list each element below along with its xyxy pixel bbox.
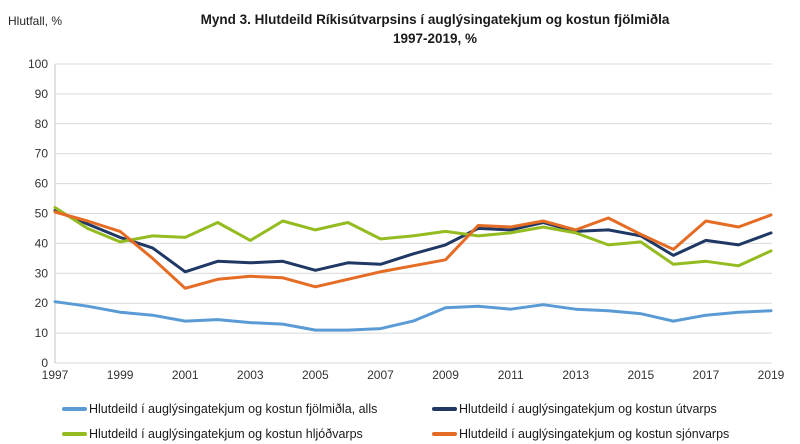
y-tick-label: 40 [35,236,49,250]
x-tick-label: 2007 [367,368,394,382]
y-tick-label: 70 [35,147,49,161]
x-axis-tick-labels: 1997 1999 2001 2003 2005 2007 2009 2011 2013 2015… [42,368,785,382]
x-tick-label: 2017 [693,368,720,382]
legend-swatch-hljodvarps [62,432,87,436]
y-tick-label: 30 [35,266,49,280]
chart-title-line2: 1997-2019, % [392,31,478,46]
series-line-sjonvarps [53,210,773,290]
x-tick-label: 2019 [758,368,785,382]
legend-item-alls: Hlutdeild í auglýsingatekjum og kostun f… [62,399,432,419]
y-tick-label: 0 [41,356,48,370]
y-axis-tick-labels: 0 10 20 30 40 50 60 70 80 90 100 [28,57,48,370]
chart-title-line1: Mynd 3. Hlutdeild Ríkisútvarpsins í augl… [200,12,670,27]
legend-swatch-sjonvarps [432,432,457,436]
legend-label-utvarps: Hlutdeild í auglýsingatekjum og kostun ú… [459,402,717,416]
legend: Hlutdeild í auglýsingatekjum og kostun f… [62,399,788,444]
x-tick-label: 2001 [172,368,199,382]
legend-swatch-alls [62,407,87,411]
y-tick-label: 60 [35,177,49,191]
legend-swatch-utvarps [432,407,457,411]
x-tick-label: 2011 [498,368,524,382]
y-tick-label: 10 [35,326,49,340]
x-tick-label: 2003 [237,368,264,382]
x-tick-label: 1999 [107,368,134,382]
legend-label-alls: Hlutdeild í auglýsingatekjum og kostun f… [89,402,378,416]
y-axis-unit-label: Hlutfall, % [8,14,63,28]
legend-label-sjonvarps: Hlutdeild í auglýsingatekjum og kostun s… [459,427,730,441]
y-tick-label: 100 [28,57,48,71]
y-tick-label: 20 [35,296,49,310]
series-line-utvarps [53,209,773,274]
data-series-lines [53,206,773,332]
x-tick-label: 2005 [302,368,329,382]
x-tick-label: 2009 [432,368,459,382]
legend-label-hljodvarps: Hlutdeild í auglýsingatekjum og kostun h… [89,427,363,441]
legend-item-hljodvarps: Hlutdeild í auglýsingatekjum og kostun h… [62,424,432,444]
y-tick-label: 50 [35,207,49,221]
legend-item-sjonvarps: Hlutdeild í auglýsingatekjum og kostun s… [432,424,788,444]
y-tick-label: 90 [35,87,49,101]
chart-title: Mynd 3. Hlutdeild Ríkisútvarpsins í augl… [0,10,800,48]
x-tick-label: 1997 [42,368,69,382]
y-tick-label: 80 [35,117,49,131]
legend-item-utvarps: Hlutdeild í auglýsingatekjum og kostun ú… [432,399,788,419]
x-tick-label: 2013 [562,368,589,382]
series-line-hljodvarps [53,206,773,268]
x-tick-label: 2015 [627,368,654,382]
series-line-alls [53,300,773,332]
